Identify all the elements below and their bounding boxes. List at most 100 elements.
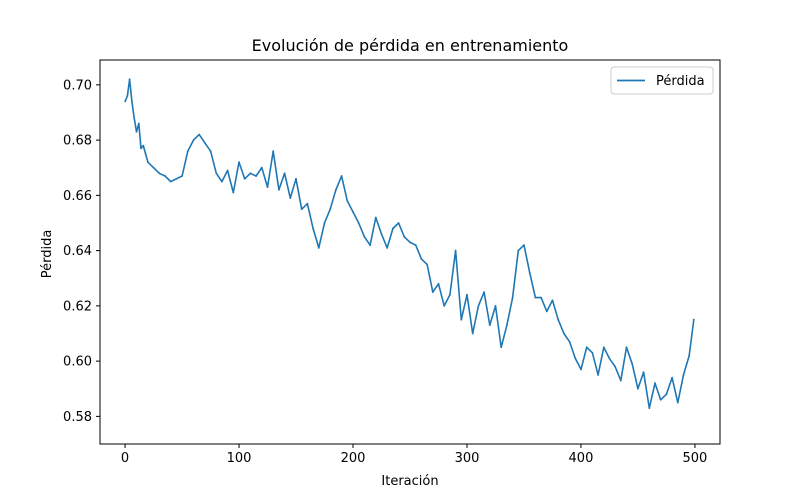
data-point	[420, 258, 423, 260]
data-point	[306, 202, 309, 205]
y-tick-label: 0.62	[63, 299, 92, 314]
data-point	[260, 166, 263, 169]
data-point	[557, 318, 560, 321]
data-point	[534, 296, 537, 299]
data-point	[300, 208, 303, 211]
data-point	[357, 222, 360, 224]
data-point	[335, 188, 337, 191]
data-point	[460, 318, 463, 321]
data-point	[135, 130, 138, 133]
data-point	[198, 133, 201, 136]
y-axis-ticks: 0.58 0.60 0.62 0.64 0.66 0.68 0.70	[63, 78, 100, 425]
data-point	[580, 368, 582, 371]
data-point	[397, 222, 400, 224]
data-point	[540, 296, 542, 299]
data-point	[221, 180, 223, 183]
data-point	[386, 247, 389, 249]
y-axis-label: Pérdida	[40, 230, 55, 279]
data-point	[454, 249, 457, 252]
data-point	[437, 282, 440, 285]
data-point	[186, 150, 189, 153]
data-point	[215, 172, 218, 175]
data-point	[272, 150, 275, 153]
data-point	[126, 95, 129, 97]
data-point	[563, 332, 565, 335]
data-point	[181, 175, 184, 177]
y-tick-label: 0.58	[63, 410, 92, 425]
data-point	[392, 227, 394, 230]
data-point	[545, 310, 548, 313]
y-tick-label: 0.68	[63, 134, 92, 149]
data-point	[597, 374, 599, 376]
data-point	[403, 235, 406, 238]
data-point	[614, 365, 616, 368]
data-point	[431, 291, 434, 293]
data-point	[426, 263, 428, 266]
data-point	[204, 142, 206, 144]
data-point	[346, 200, 349, 202]
data-point	[602, 346, 605, 349]
data-point	[352, 211, 354, 213]
data-point	[266, 186, 269, 189]
x-tick-label: 200	[341, 451, 366, 466]
data-point	[255, 175, 257, 177]
data-point	[483, 291, 485, 293]
data-point	[500, 346, 503, 349]
data-point	[585, 346, 588, 349]
data-point	[363, 235, 366, 238]
data-point	[323, 222, 326, 224]
data-point	[144, 153, 147, 155]
data-point	[517, 249, 520, 252]
data-point	[289, 197, 292, 200]
plot-area	[124, 78, 695, 409]
x-tick-label: 400	[569, 451, 594, 466]
data-point	[654, 382, 656, 385]
data-point	[665, 393, 668, 396]
data-point	[648, 407, 651, 409]
data-point	[340, 175, 343, 177]
data-point	[608, 357, 611, 360]
data-point	[692, 318, 695, 321]
data-point	[642, 371, 645, 374]
data-point	[243, 177, 246, 180]
data-point	[192, 139, 195, 142]
data-point	[671, 376, 673, 379]
y-tick-label: 0.70	[63, 78, 92, 93]
data-point	[523, 244, 525, 247]
data-point	[137, 122, 140, 125]
data-point	[443, 305, 446, 307]
data-point	[676, 401, 679, 404]
x-tick-label: 0	[121, 451, 129, 466]
data-point	[619, 379, 622, 382]
data-point	[477, 305, 480, 307]
data-point	[494, 305, 497, 307]
data-point	[128, 78, 131, 81]
data-point	[568, 340, 571, 343]
x-axis-ticks: 0 100 200 300 400 500	[121, 444, 707, 466]
y-tick-label: 0.66	[63, 189, 92, 204]
data-point	[466, 293, 468, 296]
data-point	[283, 172, 286, 175]
data-point	[682, 374, 685, 376]
data-point	[169, 180, 172, 183]
data-point	[551, 299, 554, 302]
data-point	[164, 175, 166, 177]
data-point	[659, 398, 662, 401]
data-point	[209, 150, 212, 153]
data-point	[142, 144, 145, 147]
data-point	[278, 188, 280, 191]
x-axis-label: Iteración	[381, 474, 438, 489]
data-point	[124, 100, 126, 103]
data-point	[574, 357, 577, 360]
data-point	[449, 293, 451, 296]
data-point	[374, 216, 377, 219]
y-tick-label: 0.64	[63, 244, 92, 259]
data-point	[131, 100, 133, 103]
data-point	[312, 227, 314, 230]
data-point	[380, 233, 383, 235]
plot-frame	[99, 59, 721, 445]
x-tick-label: 500	[683, 451, 708, 466]
data-point	[140, 147, 142, 150]
data-point	[471, 332, 474, 335]
